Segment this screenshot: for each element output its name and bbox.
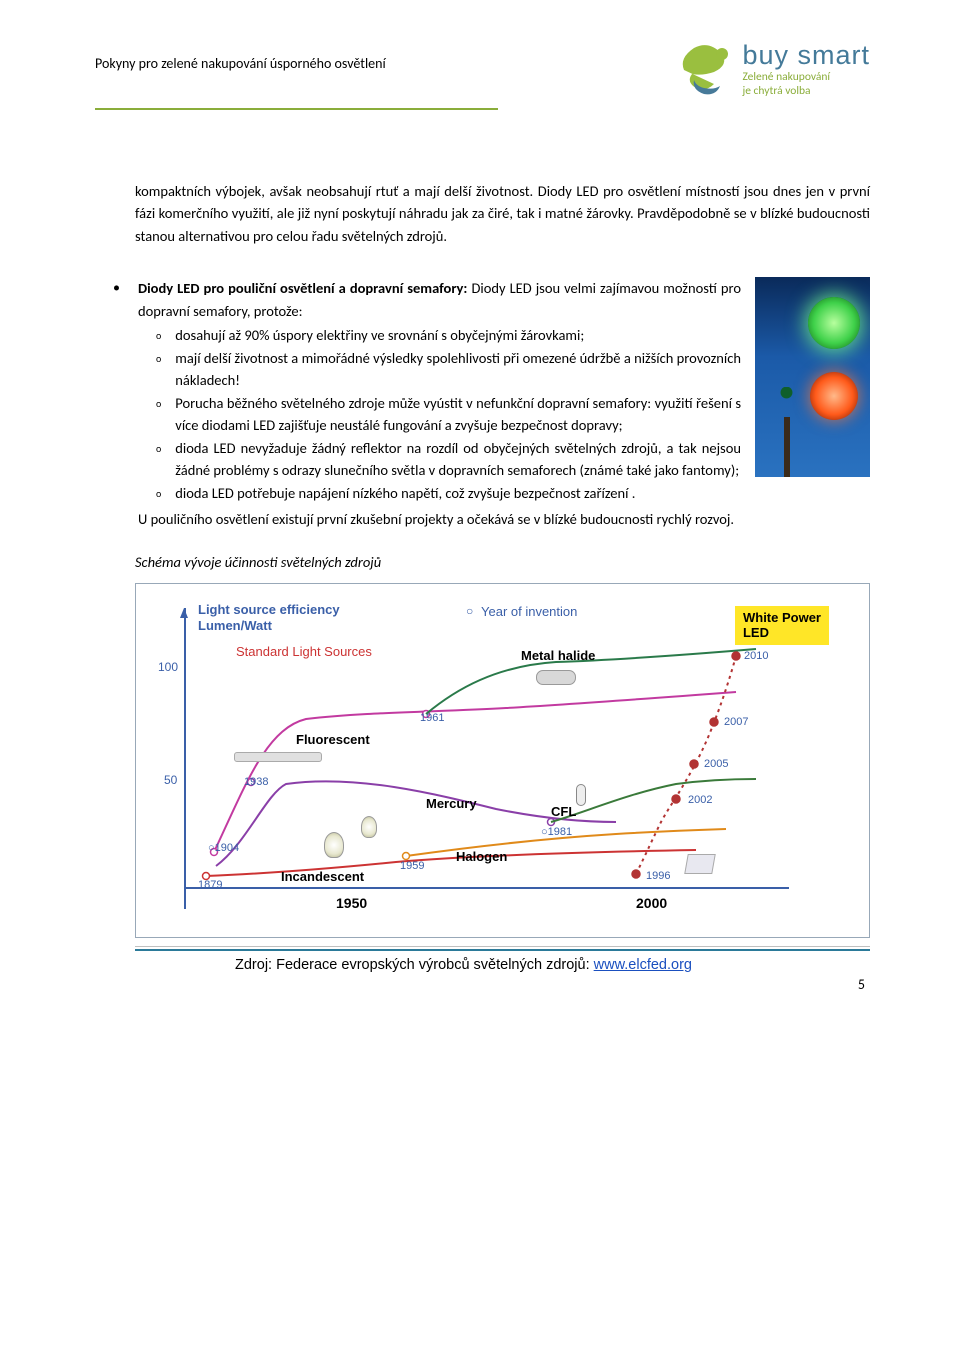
circle-icon: o bbox=[156, 482, 161, 502]
tube-icon bbox=[234, 752, 322, 762]
year-label: 2005 bbox=[704, 758, 728, 770]
list-item: o mají delší životnost a mimořádné výsled… bbox=[156, 347, 741, 392]
page-header: Pokyny pro zelené nakupování úsporného o… bbox=[95, 40, 870, 98]
bulb-icon bbox=[361, 816, 377, 838]
list-item: o dioda LED potřebuje napájení nízkého na… bbox=[156, 482, 741, 504]
logo-main-text: buy smart bbox=[742, 40, 870, 71]
circle-icon: o bbox=[156, 347, 161, 367]
list-item: o Porucha běžného světelného zdroje může … bbox=[156, 392, 741, 437]
efficiency-chart: Light source efficiency Lumen/Watt Stand… bbox=[135, 583, 870, 938]
list-item: o dioda LED nevyžaduje žádný reflektor na… bbox=[156, 437, 741, 482]
year-label: 2007 bbox=[724, 716, 748, 728]
series-label-halogen: Halogen bbox=[456, 849, 507, 864]
circle-icon: o bbox=[156, 437, 161, 457]
logo-sub-text-2: je chytrá volba bbox=[742, 85, 870, 98]
series-label-fluorescent: Fluorescent bbox=[296, 732, 370, 747]
year-label: 1938 bbox=[244, 776, 268, 788]
header-title: Pokyny pro zelené nakupování úsporného o… bbox=[95, 40, 386, 72]
page-number: 5 bbox=[858, 976, 865, 993]
series-label-mercury: Mercury bbox=[426, 796, 477, 811]
chart-footer-rule-1 bbox=[135, 946, 870, 947]
list-text: dioda LED nevyžaduje žádný reflektor na … bbox=[175, 437, 741, 482]
caption-prefix: Zdroj: Federace evropských výrobců světe… bbox=[235, 957, 594, 973]
caption-link[interactable]: www.elcfed.org bbox=[594, 957, 692, 973]
year-label: ○1981 bbox=[541, 826, 572, 838]
series-label-cfl: CFL bbox=[551, 804, 576, 819]
section-lead: Diody LED pro pouliční osvětlení a dopra… bbox=[138, 279, 467, 297]
logo: buy smart Zelené nakupování je chytrá vo… bbox=[674, 40, 870, 98]
list-text: dioda LED potřebuje napájení nízkého nap… bbox=[175, 482, 635, 504]
year-label: 1959 bbox=[400, 860, 424, 872]
led-chip-icon bbox=[684, 854, 716, 874]
chart-caption: Zdroj: Federace evropských výrobců světe… bbox=[235, 957, 870, 973]
year-label: 2002 bbox=[688, 794, 712, 806]
intro-paragraph: kompaktních výbojek, avšak neobsahují rt… bbox=[135, 180, 870, 247]
logo-sub-text-1: Zelené nakupování bbox=[742, 71, 870, 84]
year-label: ○1904 bbox=[208, 842, 239, 854]
year-label: 1961 bbox=[420, 712, 444, 724]
list-text: mají delší životnost a mimořádné výsledk… bbox=[175, 347, 741, 392]
traffic-light-image bbox=[755, 277, 870, 477]
circle-icon: o bbox=[156, 392, 161, 412]
series-label-metal-halide: Metal halide bbox=[521, 648, 595, 663]
bulb-icon bbox=[324, 832, 344, 858]
list-item: o dosahují až 90% úspory elektřiny ve sro… bbox=[156, 324, 741, 346]
list-text: Porucha běžného světelného zdroje může v… bbox=[175, 392, 741, 437]
leaf-icon bbox=[674, 40, 736, 98]
metal-halide-icon bbox=[536, 670, 576, 685]
series-label-incandescent: Incandescent bbox=[281, 869, 364, 884]
led-section: • Diody LED pro pouliční osvětlení a dop… bbox=[113, 277, 870, 530]
circle-icon: o bbox=[156, 324, 161, 344]
schema-title: Schéma vývoje účinnosti světelných zdroj… bbox=[135, 553, 870, 571]
list-text: dosahují až 90% úspory elektřiny ve srov… bbox=[175, 324, 584, 346]
bullet-icon: • bbox=[113, 277, 120, 296]
cfl-icon bbox=[576, 784, 586, 806]
year-label: 1996 bbox=[646, 870, 670, 882]
header-rule bbox=[95, 108, 498, 110]
section-after: U pouličního osvětlení existují první zk… bbox=[138, 508, 870, 530]
year-label: 2010 bbox=[744, 650, 768, 662]
year-label: 1879 bbox=[198, 879, 222, 891]
chart-footer-rule-2 bbox=[135, 949, 870, 951]
